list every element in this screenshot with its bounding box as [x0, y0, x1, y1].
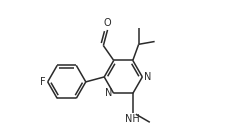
Text: F: F	[40, 77, 46, 87]
Text: N: N	[105, 88, 112, 98]
Text: NH: NH	[125, 114, 140, 124]
Text: N: N	[144, 72, 151, 82]
Text: O: O	[104, 18, 111, 28]
